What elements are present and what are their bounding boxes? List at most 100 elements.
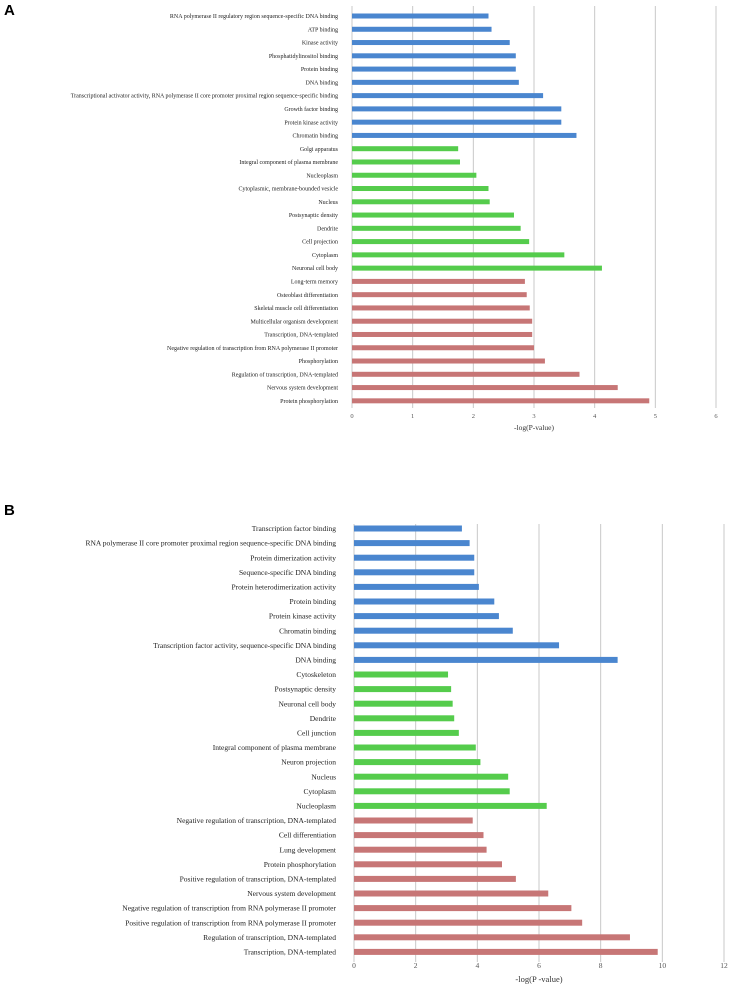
category-label: Protein phosphorylation: [280, 399, 338, 405]
category-label: Nervous system development: [267, 386, 338, 392]
category-label: Nucleus: [318, 200, 338, 206]
bar: [352, 239, 530, 245]
bar: [354, 905, 572, 912]
x-tick-label: 6: [537, 961, 541, 970]
bar: [354, 671, 449, 678]
bar: [352, 358, 545, 364]
bar: [354, 773, 509, 780]
bar: [352, 305, 530, 311]
bar: [352, 252, 565, 258]
category-label: Cell differentiation: [279, 831, 336, 840]
category-label: Protein binding: [301, 67, 338, 73]
chart-a: 0 1 2 3 4 5 6 -log(P-value) RNA polymerase II re…: [71, 6, 718, 432]
category-label: DNA binding: [305, 80, 338, 86]
bar: [354, 875, 516, 882]
bar: [354, 729, 459, 736]
category-label: Growth factor binding: [284, 106, 338, 113]
category-label: Integral component of plasma membrane: [239, 159, 338, 166]
category-label: Regulation of transcription, DNA-templat…: [203, 933, 336, 942]
category-label: RNA polymerase II regulatory region sequ…: [170, 13, 338, 20]
x-tick-label: 3: [532, 413, 535, 420]
bar: [354, 846, 487, 853]
category-label: Phosphorylation: [299, 359, 338, 365]
bar: [352, 318, 533, 324]
bar: [352, 398, 650, 404]
bar: [354, 540, 470, 547]
bar: [352, 13, 489, 19]
category-label: Positive regulation of transcription, DN…: [180, 875, 337, 884]
category-label: Postsynaptic density: [275, 685, 337, 694]
bar: [354, 744, 476, 751]
bar: [354, 583, 479, 590]
category-label: Nucleus: [311, 772, 336, 781]
category-label: Multicellular organism development: [250, 319, 338, 325]
bar: [352, 119, 562, 125]
category-label: Negative regulation of transcription fro…: [167, 345, 338, 352]
x-tick-label: 12: [720, 961, 728, 970]
category-label: Golgi apparatus: [300, 147, 339, 153]
bar: [354, 832, 484, 839]
bar: [354, 700, 453, 707]
category-label: Transcription, DNA-templated: [264, 333, 338, 339]
bar: [352, 371, 580, 377]
bar: [354, 613, 499, 620]
bar: [352, 40, 510, 46]
category-label: Skeletal muscle cell differentiation: [254, 305, 338, 312]
bar: [354, 919, 583, 926]
bar: [354, 817, 473, 824]
bar: [354, 598, 495, 605]
category-label: Cytoplasm: [303, 787, 336, 796]
category-label: Cytoplasmic, membrane-bounded vesicle: [239, 187, 339, 193]
bar: [354, 759, 481, 766]
category-label: Neuron projection: [281, 758, 336, 767]
bar: [352, 79, 519, 85]
category-label: Sequence-specific DNA binding: [239, 568, 336, 577]
category-label: Lung development: [280, 845, 337, 854]
bar: [354, 934, 630, 941]
category-label: Postsynaptic density: [289, 213, 338, 219]
bar: [352, 199, 490, 205]
category-label: Nucleoplasm: [296, 802, 336, 811]
bar: [352, 345, 534, 351]
bar: [354, 656, 618, 663]
category-label: Kinase activity: [302, 41, 338, 47]
category-label: Protein phosphorylation: [264, 860, 337, 869]
category-label: ATP binding: [308, 27, 338, 33]
category-label: Transcription, DNA-templated: [244, 948, 336, 957]
panel-label-a: A: [4, 2, 15, 19]
category-label: Integral component of plasma membrane: [213, 743, 337, 752]
bar: [352, 265, 602, 271]
x-axis-label: -log(P-value): [514, 423, 554, 432]
category-label: Transcription factor activity, sequence-…: [153, 641, 336, 650]
bar: [354, 890, 549, 897]
bar: [352, 292, 527, 298]
category-label: Positive regulation of transcription fro…: [125, 918, 336, 927]
category-label: Cell projection: [302, 240, 338, 246]
panel-label-b: B: [4, 502, 15, 519]
bar: [352, 385, 618, 391]
bar: [352, 146, 459, 152]
bar: [352, 225, 521, 231]
bar: [354, 554, 475, 561]
category-label: Dendrite: [317, 226, 338, 232]
bar: [352, 26, 492, 32]
bar: [352, 106, 562, 112]
x-axis-label: -log(P -value): [515, 974, 562, 984]
category-label: Cell junction: [297, 729, 336, 738]
bar: [352, 278, 525, 284]
x-tick-label: 10: [659, 961, 667, 970]
category-label: Protein binding: [290, 597, 337, 606]
category-label: Transcriptional activator activity, RNA …: [71, 93, 338, 100]
x-tick-label: 5: [654, 413, 657, 420]
category-label: Dendrite: [310, 714, 337, 723]
chart-b: 0 2 4 6 8 10 12 -log(P -value) Transcription fac…: [85, 524, 728, 984]
bar: [352, 331, 533, 337]
category-label: Osteoblast differentiation: [277, 292, 338, 299]
x-tick-label: 2: [414, 961, 418, 970]
bar: [352, 132, 577, 138]
bar: [354, 802, 547, 809]
category-label: Nervous system development: [247, 889, 337, 898]
category-label: Protein kinase activity: [284, 120, 338, 126]
category-label: RNA polymerase II core promoter proximal…: [85, 539, 336, 548]
category-label: Protein heterodimerization activity: [231, 583, 336, 592]
